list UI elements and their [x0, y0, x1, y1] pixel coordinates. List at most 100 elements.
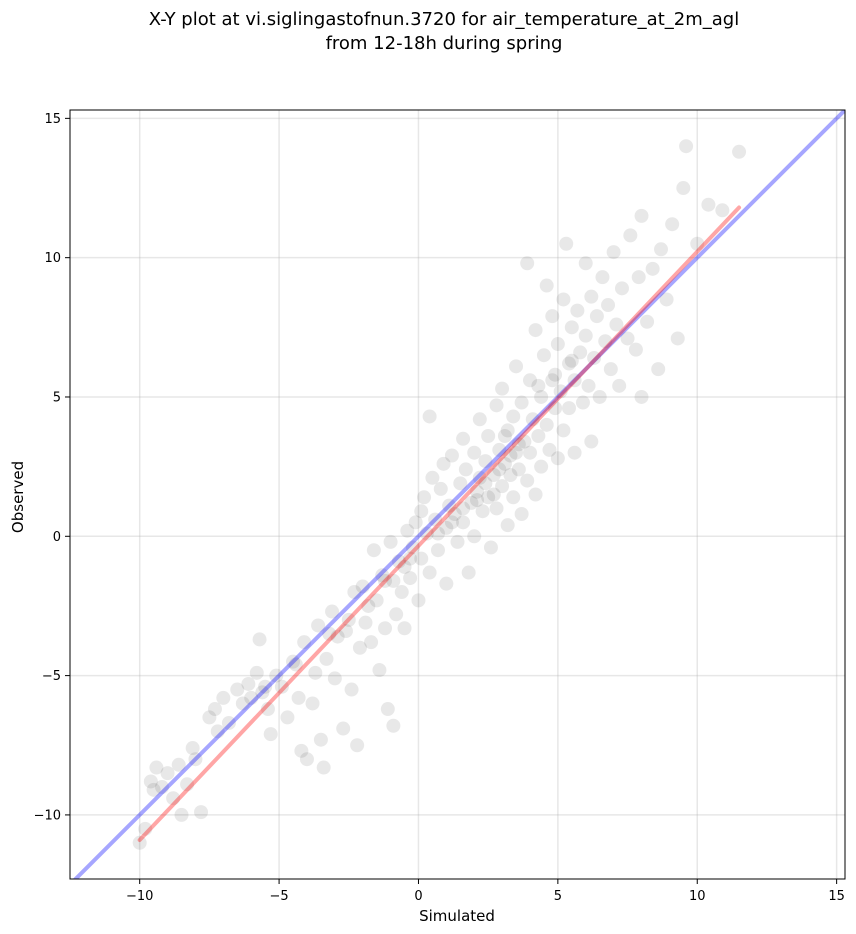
- scatter-point: [559, 236, 574, 251]
- scatter-point: [207, 702, 222, 717]
- scatter-point: [322, 626, 337, 641]
- scatter-point: [509, 359, 524, 374]
- scatter-point: [567, 445, 582, 460]
- scatter-point: [603, 362, 618, 377]
- scatter-point: [464, 495, 479, 510]
- scatter-point: [241, 676, 256, 691]
- scatter-point: [174, 807, 189, 822]
- scatter-point: [414, 551, 429, 566]
- scatter-point: [286, 654, 301, 669]
- scatter-point: [327, 671, 342, 686]
- scatter-point: [732, 144, 747, 159]
- scatter-point: [341, 612, 356, 627]
- scatter-point: [369, 593, 384, 608]
- scatter-point: [422, 409, 437, 424]
- scatter-point: [556, 292, 571, 307]
- scatter-point: [606, 245, 621, 260]
- scatter-point: [651, 362, 666, 377]
- scatter-point: [383, 534, 398, 549]
- scatter-point: [308, 665, 323, 680]
- scatter-point: [578, 328, 593, 343]
- scatter-point: [403, 551, 418, 566]
- scatter-point: [548, 367, 563, 382]
- y-tick-label: −10: [34, 808, 61, 823]
- scatter-point: [325, 604, 340, 619]
- scatter-point: [495, 381, 510, 396]
- scatter-point: [338, 624, 353, 639]
- x-tick-label: 10: [689, 889, 706, 904]
- scatter-point: [614, 281, 629, 296]
- scatter-point: [587, 350, 602, 365]
- scatter-point: [503, 467, 518, 482]
- scatter-point: [358, 615, 373, 630]
- scatter-point: [439, 520, 454, 535]
- y-tick-label: −5: [42, 669, 61, 684]
- scatter-point: [394, 585, 409, 600]
- scatter-point: [294, 743, 309, 758]
- scatter-point: [528, 487, 543, 502]
- scatter-point: [562, 356, 577, 371]
- scatter-point: [444, 448, 459, 463]
- scatter-point: [210, 724, 225, 739]
- scatter-point: [531, 378, 546, 393]
- scatter-point: [679, 139, 694, 154]
- scatter-point: [534, 459, 549, 474]
- scatter-point: [562, 401, 577, 416]
- scatter-point: [216, 690, 231, 705]
- scatter-point: [417, 490, 432, 505]
- scatter-point: [570, 303, 585, 318]
- scatter-point: [584, 434, 599, 449]
- scatter-point: [453, 476, 468, 491]
- scatter-point: [511, 437, 526, 452]
- scatter-point: [166, 791, 181, 806]
- scatter-point: [500, 423, 515, 438]
- scatter-point: [550, 337, 565, 352]
- scatter-point: [628, 342, 643, 357]
- scatter-point: [143, 774, 158, 789]
- x-tick-label: −5: [269, 889, 288, 904]
- scatter-point: [311, 618, 326, 633]
- scatter-point: [442, 498, 457, 513]
- scatter-point: [665, 217, 680, 232]
- y-tick-label: 5: [53, 390, 61, 405]
- scatter-point: [430, 543, 445, 558]
- scatter-point: [280, 710, 295, 725]
- scatter-point: [433, 481, 448, 496]
- scatter-point: [138, 821, 153, 836]
- scatter-point: [336, 721, 351, 736]
- scatter-point: [378, 621, 393, 636]
- scatter-point: [146, 782, 161, 797]
- scatter-point: [132, 835, 147, 850]
- scatter-point: [550, 451, 565, 466]
- scatter-point: [444, 515, 459, 530]
- scatter-point: [221, 715, 236, 730]
- scatter-point: [548, 401, 563, 416]
- scatter-point: [171, 757, 186, 772]
- scatter-point: [503, 448, 518, 463]
- scatter-point: [355, 579, 370, 594]
- scatter-point: [194, 805, 209, 820]
- scatter-point: [252, 632, 267, 647]
- data-points: [132, 139, 747, 850]
- scatter-point: [330, 629, 345, 644]
- scatter-point: [397, 559, 412, 574]
- scatter-point: [534, 389, 549, 404]
- x-tick-label: −10: [126, 889, 153, 904]
- scatter-point: [386, 718, 401, 733]
- scatter-point: [185, 741, 200, 756]
- scatter-point: [514, 507, 529, 522]
- scatter-point: [305, 696, 320, 711]
- scatter-point: [676, 181, 691, 196]
- scatter-point: [640, 314, 655, 329]
- scatter-point: [500, 518, 515, 533]
- scatter-point: [260, 702, 275, 717]
- scatter-point: [405, 540, 420, 555]
- scatter-point: [389, 607, 404, 622]
- axis-ticks: −10 −5 0 5 10 15 −10 −5 0 5 10 15: [34, 112, 845, 904]
- scatter-point: [522, 445, 537, 460]
- scatter-point: [690, 236, 705, 251]
- identity-line: [72, 110, 845, 879]
- scatter-point: [486, 467, 501, 482]
- scatter-point: [456, 501, 471, 516]
